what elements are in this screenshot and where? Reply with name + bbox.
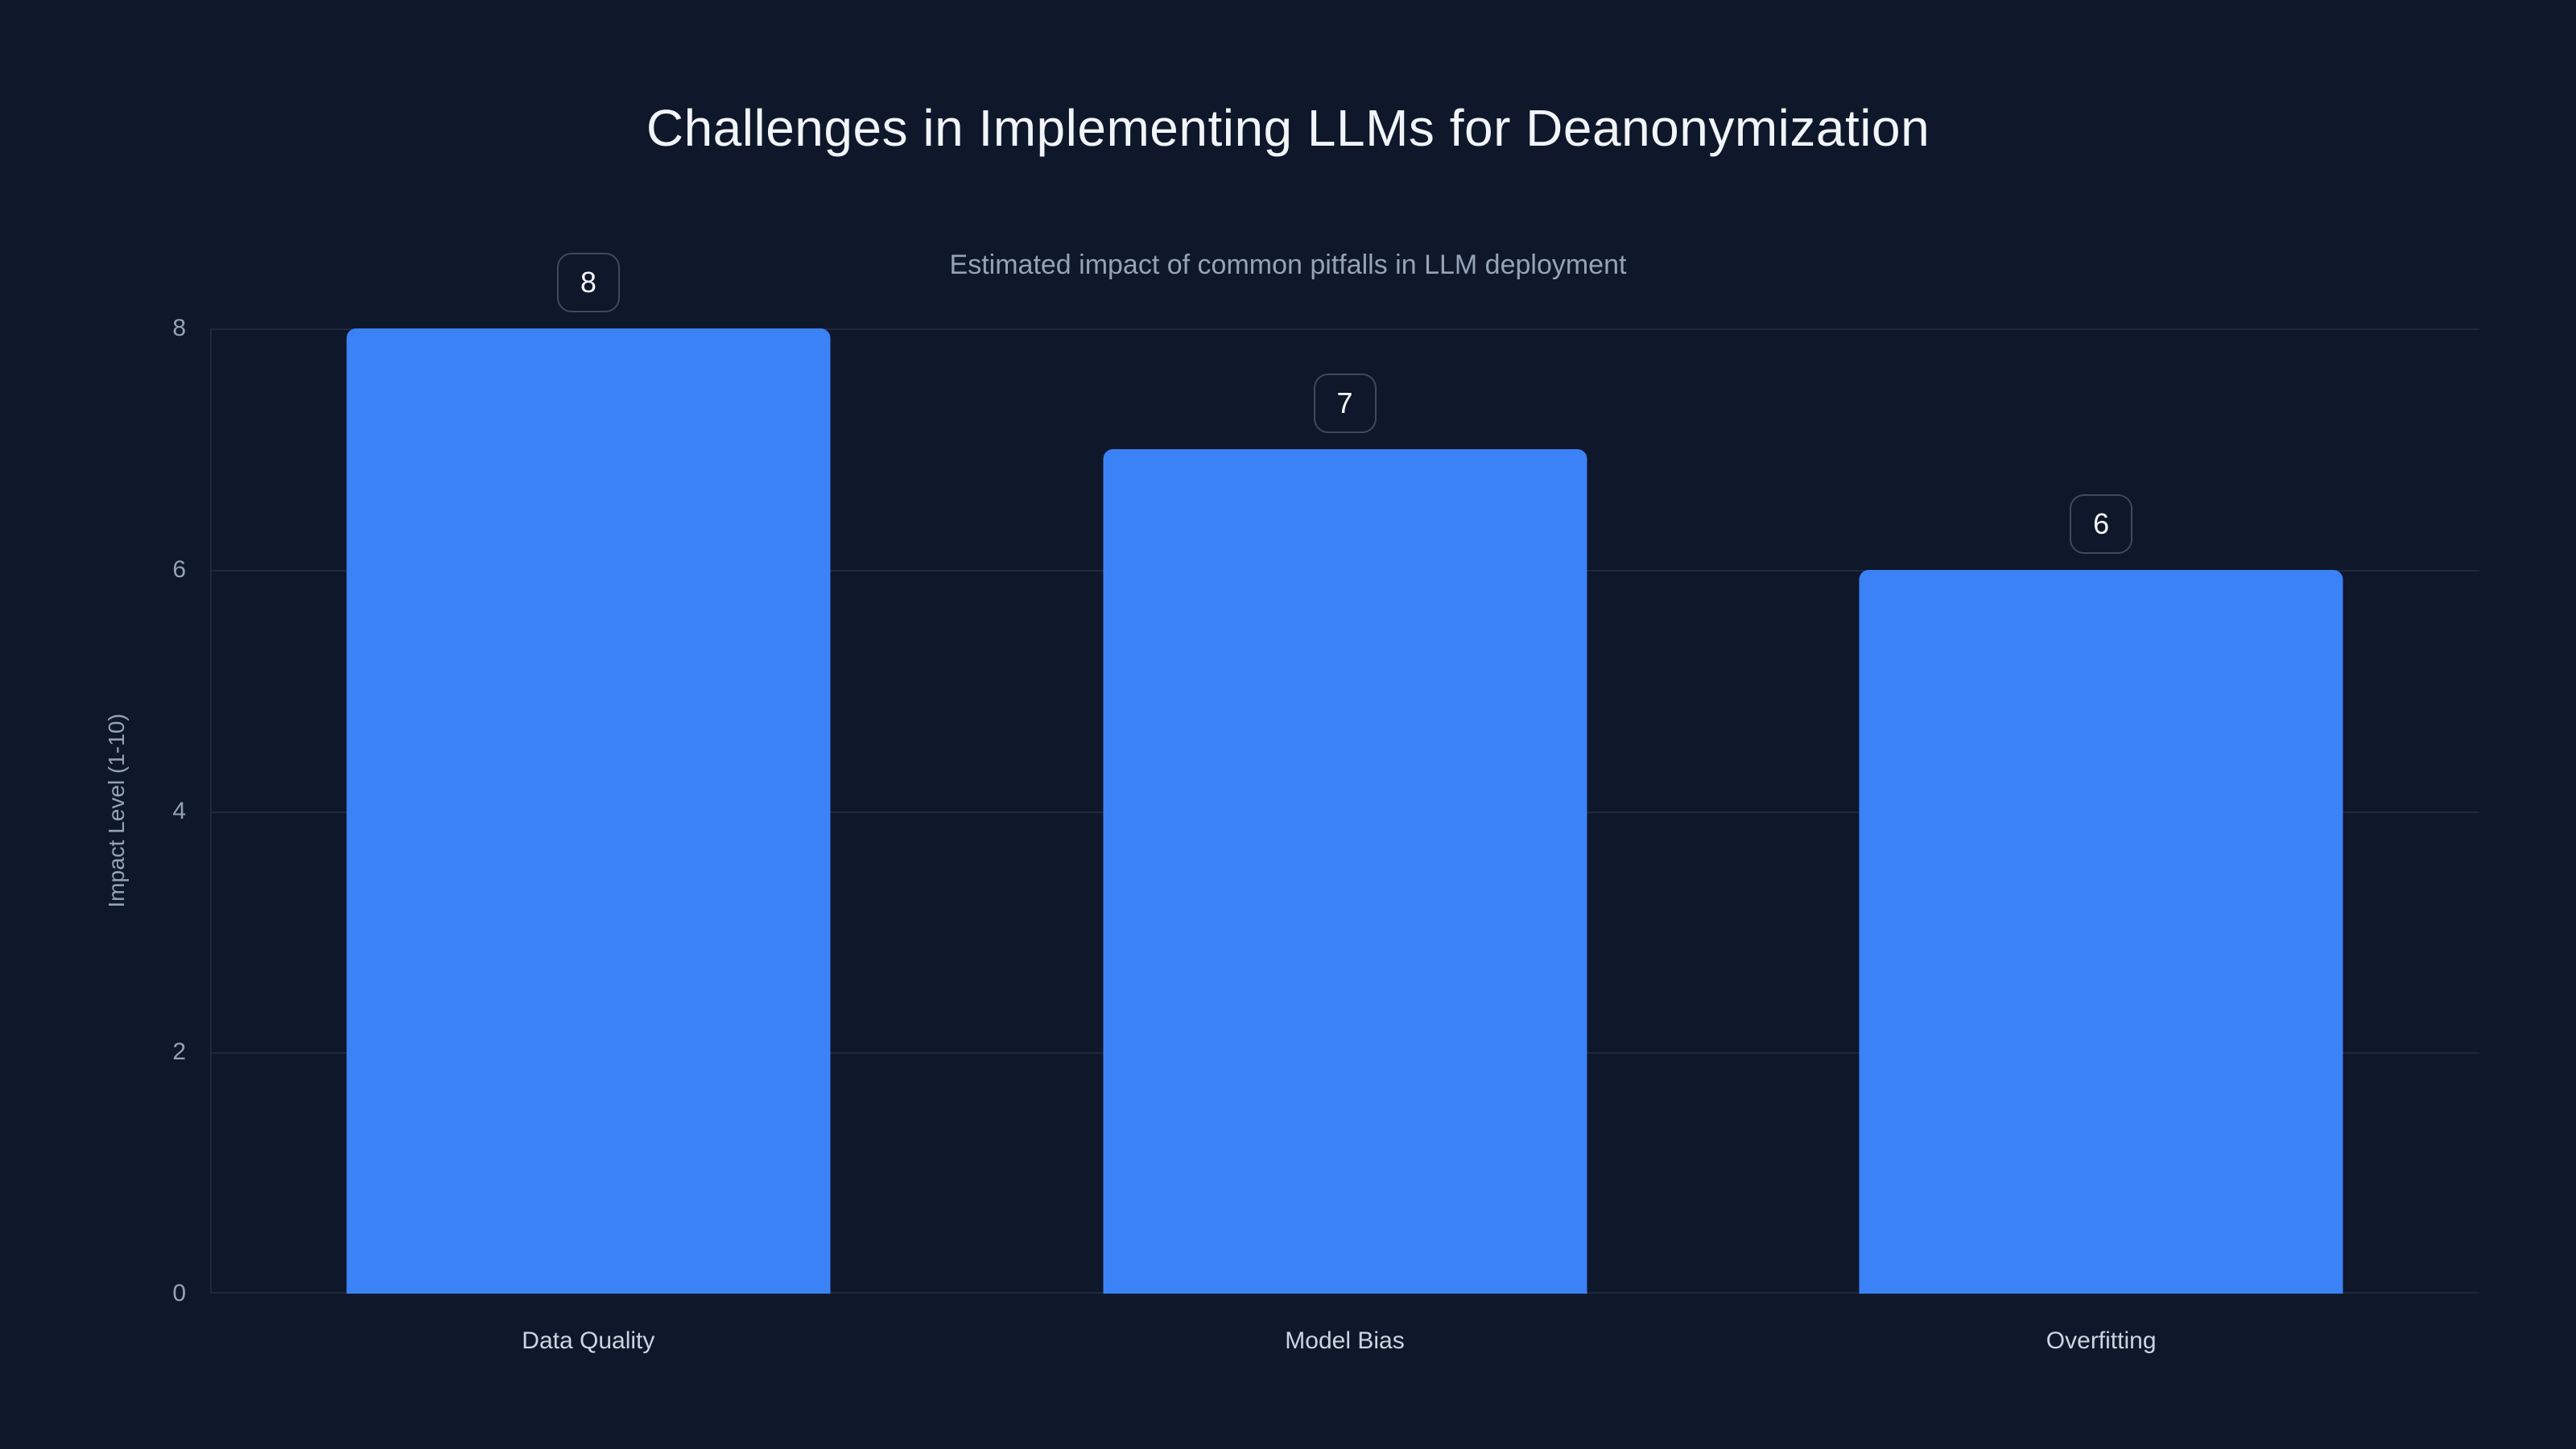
gridline-8 [210,328,2479,330]
y-tick-label-2: 2 [172,1038,186,1066]
plot-area: 0 2 4 6 8 8 Data Quality 7 Model Bias 6 Overfittin… [172,253,2479,1354]
bar-model-bias [1103,449,1587,1294]
y-tick-label-0: 0 [172,1280,186,1307]
category-label-model-bias: Model Bias [1285,1327,1405,1354]
category-label-data-quality: Data Quality [522,1327,655,1354]
y-tick-label-6: 6 [172,555,186,583]
y-tick-label-8: 8 [172,315,186,341]
bar-data-quality [346,328,831,1294]
category-label-overfitting: Overfitting [2046,1327,2157,1354]
value-badge-data-quality: 8 [556,253,620,312]
chart-title: Challenges in Implementing LLMs for Dean… [646,99,1930,157]
chart-subtitle: Estimated impact of common pitfalls in L… [949,250,1627,280]
y-tick-label-4: 4 [172,797,186,824]
value-badge-model-bias: 7 [1313,374,1377,433]
value-badge-overfitting: 6 [2070,494,2133,554]
y-axis-title: Impact Level (1-10) [104,713,129,908]
bar-overfitting [1859,570,2343,1294]
